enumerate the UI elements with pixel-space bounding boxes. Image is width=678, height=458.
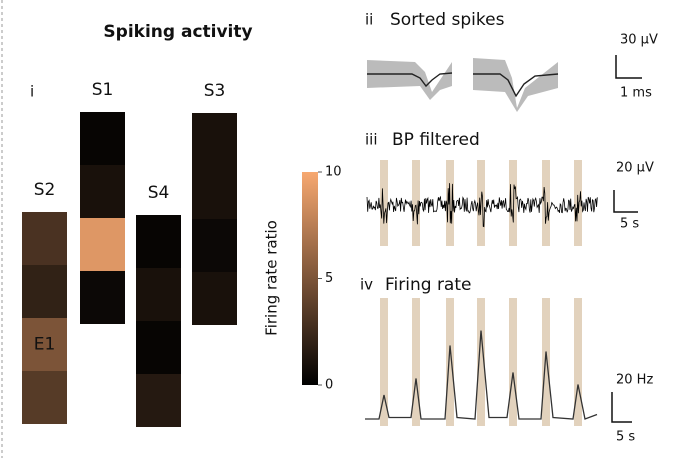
heatmap-cell bbox=[80, 271, 125, 324]
scale-label: 30 µV bbox=[620, 33, 658, 48]
panel-label: iv bbox=[360, 276, 373, 294]
stimulus-band bbox=[380, 160, 388, 246]
stimulus-band bbox=[574, 298, 582, 426]
scale-bar bbox=[615, 55, 642, 79]
heatmap-cell bbox=[136, 321, 181, 374]
firing-rate-line bbox=[365, 330, 598, 420]
stimulus-band bbox=[509, 298, 517, 426]
heatmap-cell bbox=[80, 165, 125, 218]
panel-title: Spiking activity bbox=[103, 22, 252, 42]
panel-title: Sorted spikes bbox=[390, 10, 505, 30]
scale-label: 20 µV bbox=[616, 161, 654, 176]
stimulus-band bbox=[542, 160, 550, 246]
spike-waveforms bbox=[367, 58, 559, 112]
heatmap-cell bbox=[22, 318, 67, 371]
heatmap-cell bbox=[192, 219, 237, 272]
scale-label: 1 ms bbox=[620, 86, 652, 101]
heatmap-cell bbox=[192, 113, 237, 166]
panel-label: iii bbox=[365, 131, 378, 149]
colorbar-tick-label: 5 bbox=[325, 271, 333, 286]
shank-label: S1 bbox=[92, 80, 114, 100]
heatmap-cell bbox=[192, 272, 237, 325]
scale-label: 5 s bbox=[616, 430, 635, 445]
colorbar-tick-label: 0 bbox=[325, 378, 333, 393]
colorbar bbox=[302, 172, 318, 385]
stimulus-band bbox=[477, 298, 485, 426]
stimulus-band bbox=[380, 298, 388, 426]
scale-label: 5 s bbox=[620, 217, 639, 232]
heatmap-cell bbox=[136, 374, 181, 427]
heatmap-cell bbox=[80, 112, 125, 165]
heatmap-cell bbox=[192, 166, 237, 219]
heatmap-cell bbox=[136, 215, 181, 268]
scale-bar bbox=[611, 392, 632, 423]
shank-label: S2 bbox=[34, 180, 56, 200]
heatmap-cell bbox=[136, 268, 181, 321]
stimulus-bands bbox=[380, 298, 582, 426]
panel-label: ii bbox=[365, 11, 373, 29]
shank-label: S3 bbox=[204, 81, 226, 101]
heatmap-cell bbox=[80, 218, 125, 271]
colorbar-label: Firing rate ratio bbox=[263, 220, 281, 336]
shank-label: S4 bbox=[148, 183, 170, 203]
bp-trace bbox=[366, 183, 598, 228]
panel-title: Firing rate bbox=[385, 275, 471, 295]
stimulus-band bbox=[446, 298, 454, 426]
heatmap-cell bbox=[22, 265, 67, 318]
stimulus-band bbox=[412, 160, 420, 246]
stimulus-band bbox=[542, 298, 550, 426]
heatmap-cell bbox=[22, 212, 67, 265]
stimulus-band bbox=[509, 160, 517, 246]
panel-title: BP filtered bbox=[392, 130, 480, 150]
stimulus-band bbox=[412, 298, 420, 426]
scale-bar bbox=[613, 190, 638, 213]
heatmap-cell bbox=[22, 371, 67, 424]
scale-label: 20 Hz bbox=[616, 373, 653, 388]
colorbar-tick-label: 10 bbox=[325, 165, 342, 180]
panel-label: i bbox=[30, 83, 34, 101]
electrode-label: E1 bbox=[34, 335, 56, 355]
